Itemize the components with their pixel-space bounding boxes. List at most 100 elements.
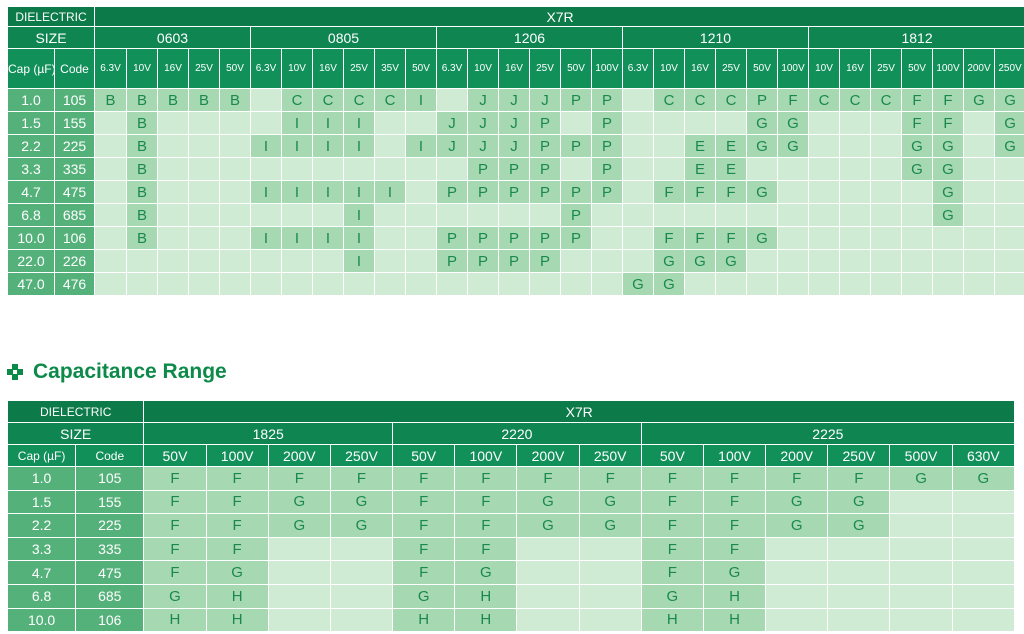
range-cell: F bbox=[454, 513, 518, 538]
range-cell: G bbox=[993, 134, 1024, 158]
range-cell: I bbox=[312, 180, 344, 204]
range-cell: G bbox=[205, 560, 269, 585]
range-cell bbox=[808, 180, 840, 204]
range-cell: C bbox=[808, 88, 840, 112]
dielectric-label: DIELECTRIC bbox=[6, 400, 145, 423]
table-row: 4.7 475 B I I I I I P P P P P P F F F G G bbox=[7, 180, 1024, 204]
voltage-2220-200V: 200V bbox=[516, 444, 580, 467]
range-cell: F bbox=[653, 226, 685, 250]
range-cell bbox=[267, 583, 331, 609]
code-value: 335 bbox=[75, 536, 145, 562]
code-value: 155 bbox=[54, 111, 95, 135]
range-cell bbox=[932, 226, 964, 250]
range-cell: I bbox=[312, 134, 344, 158]
range-cell bbox=[963, 226, 995, 250]
range-cell: H bbox=[205, 607, 269, 633]
range-cell bbox=[901, 203, 933, 227]
capacitance-table-x7r-large-sizes: DIELECTRIC X7R SIZE 1825 2220 2225 Cap (µF) Cod… bbox=[6, 400, 1016, 633]
range-cell: P bbox=[498, 157, 530, 181]
dielectric-value: X7R bbox=[93, 6, 1024, 27]
range-cell bbox=[839, 134, 871, 158]
range-cell bbox=[467, 203, 499, 227]
range-cell: J bbox=[436, 111, 468, 135]
cap-value: 1.0 bbox=[7, 88, 55, 112]
range-cell: H bbox=[454, 607, 518, 633]
voltage-2220-50V: 50V bbox=[392, 444, 456, 467]
range-cell: F bbox=[454, 489, 518, 515]
range-cell: P bbox=[560, 134, 592, 158]
range-cell bbox=[157, 203, 189, 227]
code-value: 106 bbox=[75, 607, 145, 633]
range-cell: H bbox=[640, 607, 704, 633]
size-row: SIZE 1825 2220 2225 bbox=[6, 422, 1016, 445]
range-cell bbox=[188, 249, 220, 273]
range-cell bbox=[219, 226, 251, 250]
cap-value: 47.0 bbox=[7, 272, 55, 296]
range-cell: F bbox=[640, 466, 704, 491]
range-cell: P bbox=[467, 157, 499, 181]
range-cell bbox=[622, 180, 654, 204]
range-cell bbox=[188, 203, 220, 227]
data-table: DIELECTRIC X7R SIZE 1825 2220 2225 Cap (µF) Cod… bbox=[6, 400, 1016, 633]
table-row: 1.5 155 B I I I J J J P P G G F F G bbox=[7, 111, 1024, 135]
range-cell bbox=[684, 111, 716, 135]
range-cell: F bbox=[765, 466, 829, 491]
voltage-1812-10V: 10V bbox=[808, 48, 840, 89]
range-cell: P bbox=[529, 249, 561, 273]
range-cell: B bbox=[157, 88, 189, 112]
range-cell: G bbox=[516, 489, 580, 515]
range-cell bbox=[889, 513, 953, 538]
range-cell: F bbox=[827, 466, 891, 491]
voltage-1206-6.3V: 6.3V bbox=[436, 48, 468, 89]
range-cell: E bbox=[715, 157, 747, 181]
range-cell bbox=[951, 536, 1016, 562]
range-cell bbox=[436, 272, 468, 296]
range-cell: F bbox=[640, 513, 704, 538]
dielectric-label: DIELECTRIC bbox=[7, 6, 95, 27]
range-cell bbox=[343, 157, 375, 181]
voltage-row: Cap (µF) Code 50V 100V 200V 250V 50V 100V 200V 25… bbox=[6, 444, 1016, 467]
code-value: 475 bbox=[75, 560, 145, 585]
range-cell bbox=[870, 249, 902, 273]
range-cell bbox=[560, 272, 592, 296]
range-cell bbox=[498, 272, 530, 296]
size-0603: 0603 bbox=[94, 26, 251, 49]
range-cell bbox=[777, 249, 809, 273]
voltage-2220-250V: 250V bbox=[578, 444, 642, 467]
range-cell bbox=[963, 249, 995, 273]
code-value: 685 bbox=[54, 203, 95, 227]
range-cell bbox=[839, 249, 871, 273]
table-row: 1.5 155 F F G G F F G G F F G G bbox=[6, 489, 1016, 515]
table-row: 1.0 105 F F F F F F F F F F F F G G bbox=[6, 466, 1016, 491]
range-cell bbox=[901, 180, 933, 204]
range-cell: I bbox=[250, 226, 282, 250]
range-cell bbox=[436, 157, 468, 181]
range-cell bbox=[312, 203, 344, 227]
cap-value: 1.0 bbox=[6, 466, 77, 491]
range-cell bbox=[622, 88, 654, 112]
range-cell bbox=[889, 607, 953, 633]
range-cell bbox=[622, 111, 654, 135]
range-cell: P bbox=[591, 134, 623, 158]
range-cell: C bbox=[281, 88, 313, 112]
range-cell bbox=[250, 88, 282, 112]
range-cell: F bbox=[715, 180, 747, 204]
range-cell: B bbox=[126, 134, 158, 158]
range-cell bbox=[219, 111, 251, 135]
range-cell: C bbox=[839, 88, 871, 112]
range-cell: G bbox=[578, 489, 642, 515]
range-cell: I bbox=[250, 180, 282, 204]
table-row: 2.2 225 B I I I I I J J J P P P E E G G G G G bbox=[7, 134, 1024, 158]
range-cell: F bbox=[143, 536, 207, 562]
range-cell bbox=[827, 560, 891, 585]
range-cell: B bbox=[219, 88, 251, 112]
range-cell: G bbox=[951, 466, 1016, 491]
voltage-2220-100V: 100V bbox=[454, 444, 518, 467]
range-cell bbox=[374, 249, 406, 273]
range-cell bbox=[777, 180, 809, 204]
range-cell bbox=[312, 249, 344, 273]
voltage-1206-16V: 16V bbox=[498, 48, 530, 89]
range-cell: F bbox=[205, 489, 269, 515]
range-cell bbox=[901, 272, 933, 296]
range-cell bbox=[870, 134, 902, 158]
